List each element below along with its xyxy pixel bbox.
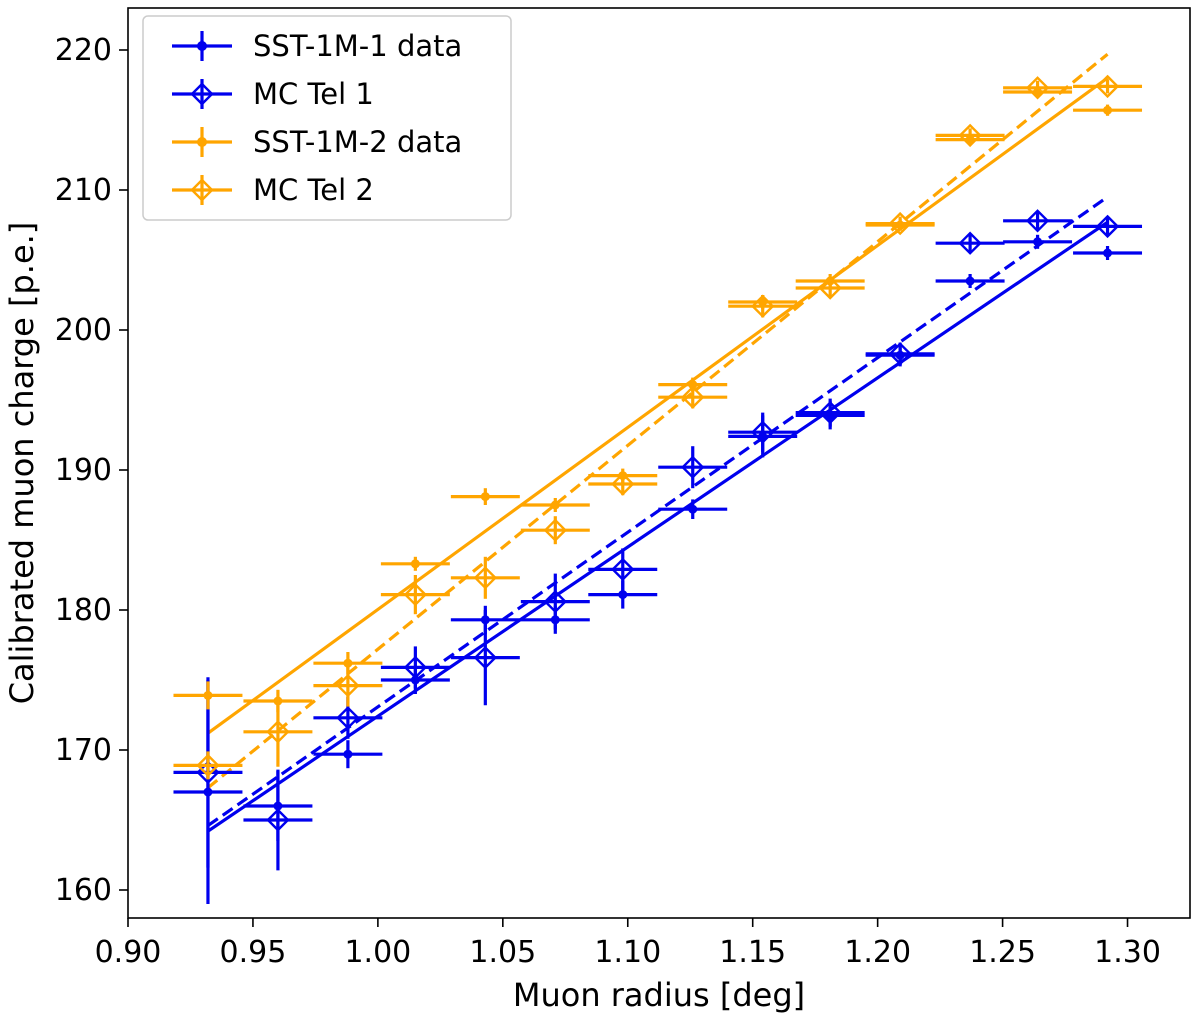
data-point xyxy=(1103,248,1113,258)
data-point xyxy=(403,582,428,607)
y-tick-label: 190 xyxy=(55,453,112,488)
x-tick-label: 1.15 xyxy=(719,935,786,970)
series-0 xyxy=(173,234,1143,904)
legend-entry: SST-1M-2 data xyxy=(172,125,462,159)
data-point xyxy=(688,380,698,390)
fit-lines xyxy=(206,52,1109,833)
data-point xyxy=(965,276,975,286)
x-tick-label: 1.00 xyxy=(344,935,411,970)
legend-marker xyxy=(197,137,207,147)
data-point xyxy=(336,706,360,730)
plot-frame xyxy=(127,7,1191,919)
y-tick-label: 160 xyxy=(55,873,112,908)
legend-marker xyxy=(197,41,207,51)
data-point xyxy=(410,559,420,569)
data-point xyxy=(618,590,628,600)
data-point xyxy=(1095,74,1120,99)
data-point xyxy=(611,472,635,496)
data-point xyxy=(1025,76,1050,100)
legend-entry: MC Tel 2 xyxy=(172,173,374,207)
legend-label: MC Tel 2 xyxy=(253,173,374,207)
x-tick-label: 1.25 xyxy=(969,935,1036,970)
x-tick-label: 0.95 xyxy=(220,935,287,970)
y-tick-label: 180 xyxy=(55,593,112,628)
y-axis-label: Calibrated muon charge [p.e.] xyxy=(3,222,41,705)
data-point xyxy=(681,455,705,479)
data-point xyxy=(473,566,498,590)
data-point xyxy=(203,690,213,700)
x-axis-label: Muon radius [deg] xyxy=(513,976,805,1014)
data-point xyxy=(550,500,560,510)
data-point xyxy=(958,123,982,148)
x-tick-label: 1.10 xyxy=(594,935,661,970)
data-point xyxy=(688,504,698,514)
fit-line-dashed xyxy=(206,52,1109,790)
y-tick-label: 170 xyxy=(55,733,112,768)
data-point xyxy=(543,518,567,542)
data-point xyxy=(1025,209,1050,233)
data-point xyxy=(196,753,220,778)
fit-line-dashed xyxy=(207,195,1109,827)
data-point xyxy=(611,557,635,582)
series-1 xyxy=(173,209,1143,871)
x-tick-label: 1.05 xyxy=(469,935,536,970)
data-point xyxy=(751,294,775,318)
data-point xyxy=(336,673,360,698)
legend-label: SST-1M-2 data xyxy=(253,125,462,159)
data-point xyxy=(958,231,982,255)
plot-area xyxy=(173,52,1143,904)
legend-label: SST-1M-1 data xyxy=(253,29,462,63)
legend-box xyxy=(142,15,512,221)
data-point xyxy=(1033,237,1043,247)
y-tick-label: 200 xyxy=(55,313,112,348)
data-point xyxy=(543,589,567,614)
fit-line-solid xyxy=(207,76,1109,735)
data-point xyxy=(751,420,775,444)
fit-line-solid xyxy=(207,220,1109,833)
legend-marker xyxy=(190,82,214,106)
data-point xyxy=(1095,214,1120,239)
data-point xyxy=(681,385,705,409)
legend: SST-1M-1 data MC Tel 1 SST-1M-2 data MC Tel… xyxy=(142,15,512,221)
data-point xyxy=(480,492,490,502)
data-point xyxy=(888,342,912,366)
x-tick-label: 1.30 xyxy=(1094,935,1161,970)
data-point xyxy=(266,720,290,744)
data-point xyxy=(403,655,428,680)
legend-entry: SST-1M-1 data xyxy=(172,29,462,63)
data-point xyxy=(473,645,498,670)
data-point xyxy=(818,400,842,425)
x-axis: 0.90 0.95 1.00 1.05 1.10 1.15 1.20 1.25 1.30 xyxy=(95,918,1161,970)
y-axis: 160 170 180 190 200 210 220 xyxy=(55,33,128,908)
legend-marker xyxy=(190,178,214,202)
data-point xyxy=(343,749,353,759)
data-point xyxy=(888,211,912,236)
data-markers xyxy=(173,74,1143,904)
data-point xyxy=(343,658,353,668)
legend-label: MC Tel 1 xyxy=(253,77,374,111)
y-tick-label: 210 xyxy=(55,173,112,208)
series-3 xyxy=(173,74,1143,780)
y-tick-label: 220 xyxy=(55,33,112,68)
legend-entry: MC Tel 1 xyxy=(172,77,374,111)
data-point xyxy=(818,276,842,300)
x-tick-label: 1.20 xyxy=(844,935,911,970)
x-tick-label: 0.90 xyxy=(95,935,162,970)
data-point xyxy=(1103,105,1113,115)
data-point xyxy=(266,808,290,832)
